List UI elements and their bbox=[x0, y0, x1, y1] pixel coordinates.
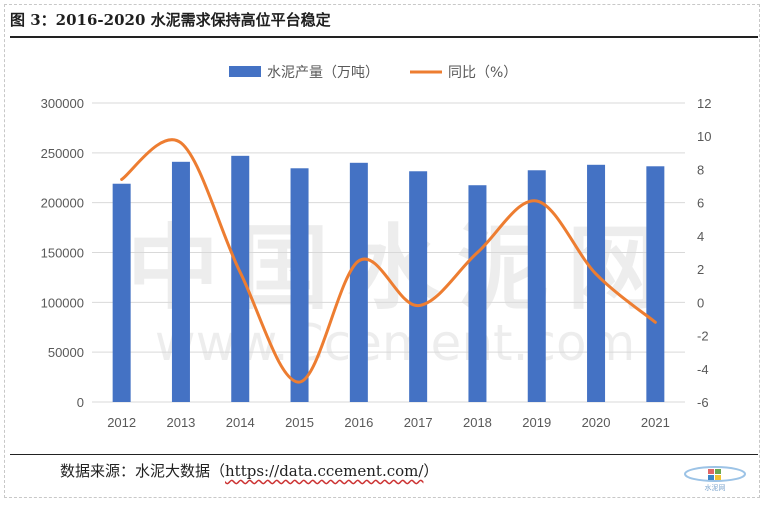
yoy-line bbox=[120, 138, 657, 384]
line-series bbox=[120, 138, 657, 384]
logo-square-green bbox=[715, 469, 721, 474]
x-tick-label: 2019 bbox=[522, 415, 551, 430]
bar-2020 bbox=[587, 164, 606, 402]
legend-label-bar: 水泥产量（万吨） bbox=[267, 65, 379, 81]
left-tick-label: 250000 bbox=[41, 146, 84, 161]
bar-2014 bbox=[231, 155, 250, 402]
bar-2019 bbox=[527, 170, 546, 402]
logo-square-red bbox=[708, 469, 714, 474]
x-tick-label: 2013 bbox=[166, 415, 195, 430]
bar-2017 bbox=[409, 171, 428, 402]
logo-text: 水泥网 bbox=[705, 483, 726, 492]
source-prefix: 数据来源：水泥大数据（ bbox=[60, 462, 226, 480]
x-tick-label: 2020 bbox=[582, 415, 611, 430]
watermark-text-cn: 中国水泥网 bbox=[127, 215, 677, 322]
logo-square-yellow bbox=[715, 475, 721, 480]
right-tick-label: -6 bbox=[697, 395, 709, 410]
left-tick-label: 100000 bbox=[41, 295, 84, 310]
figure-title: 图 3：2016-2020 水泥需求保持高位平台稳定 bbox=[10, 11, 331, 29]
bar-2021 bbox=[646, 166, 665, 402]
x-tick-label: 2017 bbox=[404, 415, 433, 430]
bar-2018 bbox=[468, 185, 487, 402]
left-tick-label: 0 bbox=[77, 395, 84, 410]
source-link[interactable]: https://data.ccement.com/ bbox=[225, 462, 424, 480]
right-tick-label: 12 bbox=[697, 96, 711, 111]
right-tick-label: 0 bbox=[697, 295, 704, 310]
left-tick-label: 300000 bbox=[41, 96, 84, 111]
x-tick-label: 2015 bbox=[285, 415, 314, 430]
legend-label-line: 同比（%） bbox=[448, 65, 517, 81]
x-tick-label: 2014 bbox=[226, 415, 255, 430]
x-axis: 2012 2013 2014 2015 2016 2017 2018 2019 2020 2021 bbox=[107, 415, 670, 430]
source-note: 数据来源：水泥大数据（https://data.ccement.com/） bbox=[60, 460, 438, 481]
bar-2016 bbox=[349, 162, 368, 402]
x-tick-label: 2021 bbox=[641, 415, 670, 430]
bar-2012 bbox=[112, 183, 131, 402]
right-tick-label: -4 bbox=[697, 362, 709, 377]
grid bbox=[92, 102, 685, 403]
right-tick-label: 2 bbox=[697, 262, 704, 277]
source-rule bbox=[10, 454, 758, 455]
x-tick-label: 2012 bbox=[107, 415, 136, 430]
right-tick-label: 8 bbox=[697, 162, 704, 177]
right-tick-label: 6 bbox=[697, 196, 704, 211]
left-axis: 0 50000 100000 150000 200000 250000 300000 bbox=[41, 96, 84, 410]
right-tick-label: -2 bbox=[697, 329, 709, 344]
left-tick-label: 50000 bbox=[48, 345, 84, 360]
source-suffix: ） bbox=[423, 462, 439, 480]
left-tick-label: 200000 bbox=[41, 196, 84, 211]
x-tick-label: 2016 bbox=[344, 415, 373, 430]
bar-series bbox=[112, 155, 665, 402]
legend: 水泥产量（万吨） 同比（%） bbox=[229, 65, 517, 81]
watermark-text-en: www.Ccement.com bbox=[155, 314, 636, 372]
left-tick-label: 150000 bbox=[41, 246, 84, 261]
right-axis: -6 -4 -2 0 2 4 6 8 10 12 bbox=[697, 96, 711, 410]
logo-swoosh bbox=[684, 466, 746, 482]
watermark-logo: 水泥网 bbox=[684, 466, 746, 492]
right-tick-label: 4 bbox=[697, 229, 704, 244]
title-rule bbox=[10, 36, 758, 38]
figure-frame bbox=[4, 4, 760, 498]
x-tick-label: 2018 bbox=[463, 415, 492, 430]
right-tick-label: 10 bbox=[697, 129, 711, 144]
bar-2015 bbox=[290, 168, 309, 402]
bar-2013 bbox=[171, 161, 190, 402]
logo-square-blue bbox=[708, 475, 714, 480]
legend-swatch-bar bbox=[229, 66, 261, 77]
